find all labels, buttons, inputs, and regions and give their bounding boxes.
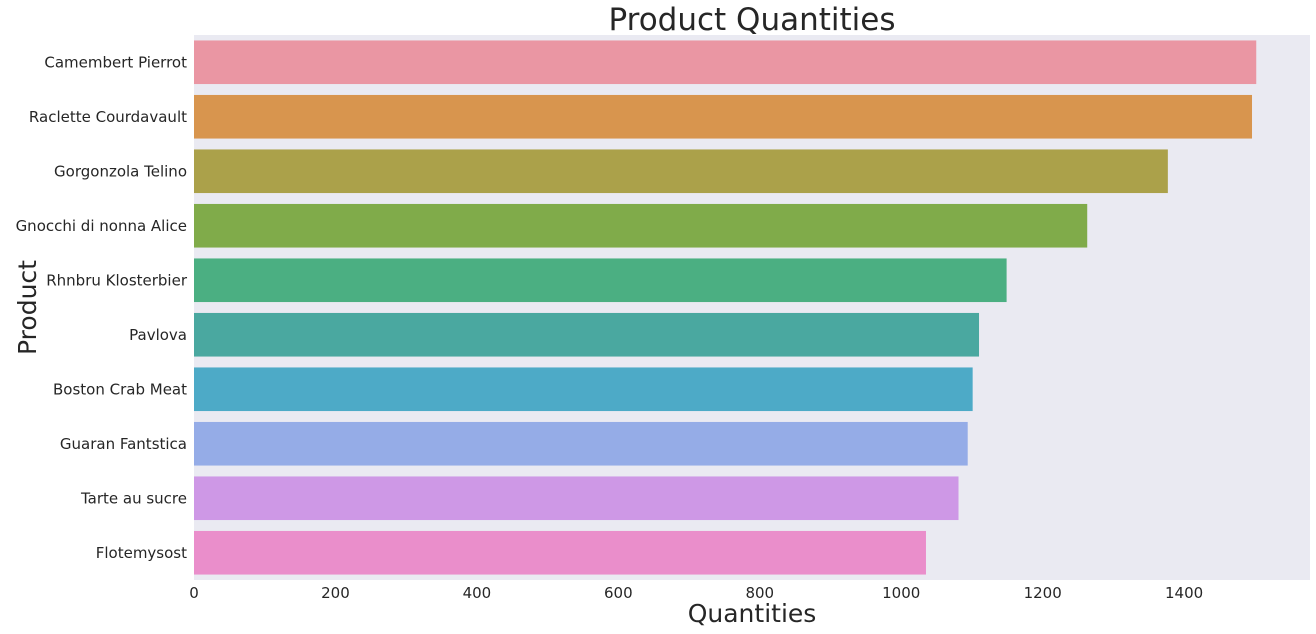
x-tick-label: 1400 bbox=[1165, 584, 1203, 602]
x-tick-label: 400 bbox=[463, 584, 492, 602]
y-tick-label: Pavlova bbox=[129, 326, 187, 344]
x-tick-label: 600 bbox=[604, 584, 633, 602]
y-tick-label: Gnocchi di nonna Alice bbox=[16, 217, 187, 235]
y-tick-label: Raclette Courdavault bbox=[29, 108, 187, 126]
y-tick-label: Guaran Fantstica bbox=[60, 435, 187, 453]
x-tick-labels: 0 200 400 600 800 1000 1200 1400 bbox=[189, 584, 1203, 602]
bars-group bbox=[194, 40, 1257, 575]
bar-tarte-au-sucre bbox=[194, 476, 959, 521]
y-tick-label: Flotemysost bbox=[96, 544, 187, 562]
bar-guaran-fantstica bbox=[194, 421, 968, 466]
y-tick-label: Tarte au sucre bbox=[80, 489, 187, 507]
x-tick-label: 0 bbox=[189, 584, 199, 602]
bar-raclette-courdavault bbox=[194, 94, 1253, 139]
x-tick-label: 200 bbox=[321, 584, 350, 602]
x-axis-label: Quantities bbox=[688, 599, 817, 628]
bar-pavlova bbox=[194, 312, 980, 357]
bar-rhnbru-klosterbier bbox=[194, 258, 1007, 303]
y-tick-labels: Camembert Pierrot Raclette Courdavault Gor… bbox=[16, 53, 188, 562]
bar-gorgonzola-telino bbox=[194, 149, 1168, 194]
y-tick-label: Rhnbru Klosterbier bbox=[46, 271, 188, 289]
x-tick-label: 800 bbox=[745, 584, 774, 602]
bar-boston-crab-meat bbox=[194, 367, 973, 412]
bar-camembert-pierrot bbox=[194, 40, 1257, 85]
bar-flotemysost bbox=[194, 530, 926, 575]
x-tick-label: 1000 bbox=[882, 584, 920, 602]
y-tick-label: Gorgonzola Telino bbox=[54, 162, 187, 180]
bar-gnocchi-di-nonna-alice bbox=[194, 203, 1088, 248]
y-tick-label: Camembert Pierrot bbox=[44, 53, 187, 71]
y-axis-label: Product bbox=[13, 260, 42, 355]
y-tick-label: Boston Crab Meat bbox=[53, 380, 187, 398]
x-tick-label: 1200 bbox=[1024, 584, 1062, 602]
chart-title: Product Quantities bbox=[608, 2, 895, 38]
